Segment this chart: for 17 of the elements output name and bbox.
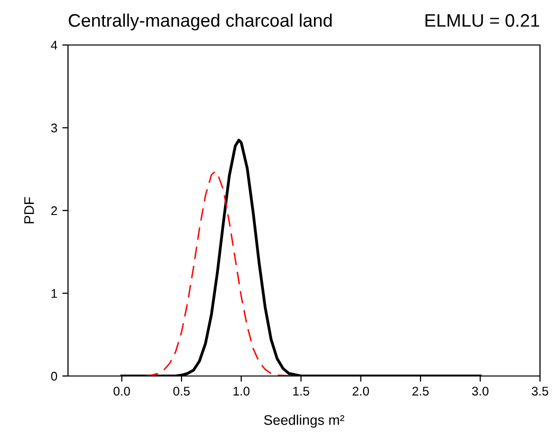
x-tick-label: 1.0 [234, 386, 250, 396]
y-tick-label: 0 [51, 372, 58, 381]
y-tick-label: 4 [50, 40, 58, 50]
y-tick-label: 3 [51, 124, 58, 132]
x-tick-label: 3.0 [472, 386, 488, 396]
x-tick-label: 1.5 [293, 386, 310, 396]
x-axis-title: Seedlings m² [264, 414, 344, 428]
chart-title: Centrally-managed charcoal land [68, 14, 332, 30]
text: ELMLU = 0.21 [426, 14, 540, 27]
x-tick-label: 3.5 [532, 386, 548, 396]
y-tick-label: 2 [51, 206, 57, 216]
x-tick-label: 2.5 [412, 386, 429, 396]
x-tick-label: 0.0 [114, 386, 130, 396]
y-axis-title: PDF [24, 197, 34, 224]
y-tick-label: 1 [52, 289, 57, 298]
x-tick-label: 2.0 [352, 386, 369, 396]
x-tick-label: 0.5 [173, 386, 190, 396]
